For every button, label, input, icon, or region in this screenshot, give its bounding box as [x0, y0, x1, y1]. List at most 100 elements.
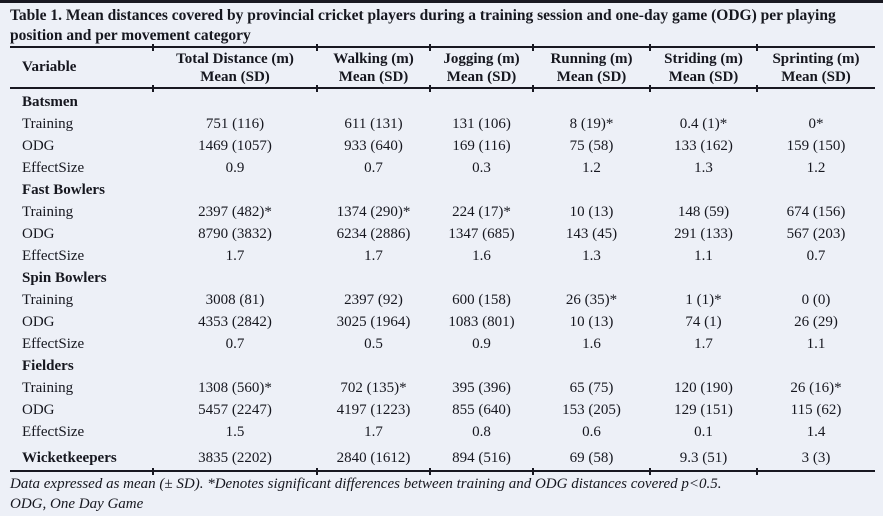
cell: 26 (35)* [565, 292, 618, 308]
column-tick [649, 467, 651, 475]
row-label: EffectSize [22, 248, 85, 264]
cell: 0.9 [225, 160, 245, 176]
col-header-sub: Mean (SD) [200, 68, 270, 85]
column-tick [649, 84, 651, 92]
cell: 10 (13) [569, 204, 614, 220]
cell: 1083 (801) [448, 314, 515, 330]
row-label: ODG [22, 138, 55, 154]
cell: 1.2 [582, 160, 601, 176]
cell: 3008 (81) [205, 292, 265, 308]
col-header-sub: Mean (SD) [668, 68, 739, 85]
cell: 1.6 [472, 248, 491, 264]
column-tick [756, 43, 758, 51]
table-caption-line2: position and per movement category [10, 27, 251, 44]
cell: 0.9 [472, 336, 491, 352]
cell: 0.7 [364, 160, 383, 176]
cell: 0.7 [806, 248, 826, 264]
cell: 2397 (92) [344, 292, 403, 308]
footnote-line2: ODG, One Day Game [10, 496, 144, 512]
column-tick [429, 43, 431, 51]
table-row: Training 1308 (560)* 702 (135)* 395 (396… [10, 377, 875, 399]
col-header-label: Walking (m) [333, 50, 414, 67]
column-tick [152, 84, 154, 92]
column-tick [316, 84, 318, 92]
cell: 1.7 [364, 248, 383, 264]
cell: 1.7 [694, 336, 713, 352]
table-row: EffectSize 0.9 0.7 0.3 1.2 1.3 1.2 [10, 157, 875, 179]
cell: 1.4 [806, 424, 826, 440]
cell: 133 (162) [674, 138, 733, 154]
cell: 9.3 (51) [679, 450, 728, 466]
cell: 2840 (1612) [336, 450, 411, 466]
row-label: EffectSize [22, 424, 85, 440]
column-tick [756, 467, 758, 475]
col-header-sub: Mean (SD) [781, 68, 851, 85]
cell: 1.5 [225, 424, 245, 440]
table-row: Training 751 (116) 611 (131) 131 (106) 8… [10, 113, 875, 135]
cell: 1469 (1057) [198, 138, 272, 154]
col-header-label: Striding (m) [664, 50, 743, 67]
column-tick [152, 43, 154, 51]
table-row: Training 2397 (482)* 1374 (290)* 224 (17… [10, 201, 875, 223]
cell: 75 (58) [569, 138, 614, 154]
cell: 1.7 [364, 424, 383, 440]
cell: 1374 (290)* [336, 204, 411, 220]
column-tick [152, 467, 154, 475]
cell: 0* [808, 116, 824, 132]
row-label: ODG [22, 226, 55, 242]
col-header-label: Sprinting (m) [772, 50, 860, 67]
row-label: Training [22, 204, 74, 220]
cell: 1 (1)* [685, 292, 722, 308]
row-label: Wicketkeepers [22, 450, 117, 466]
table-row: EffectSize 1.7 1.7 1.6 1.3 1.1 0.7 [10, 245, 875, 267]
table-row: ODG 1469 (1057) 933 (640) 169 (116) 75 (… [10, 135, 875, 157]
cell: 1.2 [806, 160, 826, 176]
cell: 159 (150) [786, 138, 846, 154]
cell: 1.1 [806, 336, 826, 352]
cell: 3 (3) [801, 450, 831, 466]
cell: 26 (29) [794, 314, 838, 330]
row-label: ODG [22, 402, 55, 418]
col-header-label: Running (m) [550, 50, 633, 67]
column-tick [316, 43, 318, 51]
cell: 0.7 [225, 336, 245, 352]
cell: 1.3 [694, 160, 713, 176]
column-tick [429, 84, 431, 92]
col-header-label: Total Distance (m) [176, 50, 294, 67]
table-row: EffectSize 0.7 0.5 0.9 1.6 1.7 1.1 [10, 333, 875, 355]
cell: 1.3 [582, 248, 601, 264]
table-caption: Table 1. Mean distances covered by provi… [10, 6, 880, 46]
cell: 115 (62) [790, 402, 842, 418]
cell: 0.6 [582, 424, 601, 440]
cell: 567 (203) [786, 226, 846, 242]
table-bottom-rule [10, 467, 875, 475]
cell: 1308 (560)* [198, 380, 272, 396]
cell: 129 (151) [674, 402, 733, 418]
row-label: Training [22, 116, 74, 132]
header-top-rule [10, 43, 875, 51]
col-header-sprinting: Sprinting (m) Mean (SD) [757, 50, 875, 86]
cell: 120 (190) [674, 380, 733, 396]
col-header-jogging: Jogging (m) Mean (SD) [430, 50, 533, 86]
section-header-fast-bowlers: Fast Bowlers [22, 182, 105, 198]
cell: 69 (58) [569, 450, 614, 466]
cell: 74 (1) [685, 314, 722, 330]
col-header-label: Jogging (m) [443, 50, 520, 67]
cell: 224 (17)* [452, 204, 511, 220]
cell: 10 (13) [569, 314, 614, 330]
table-row-wicketkeepers: Wicketkeepers 3835 (2202) 2840 (1612) 89… [10, 447, 875, 469]
cell: 894 (516) [452, 450, 511, 466]
table-footnotes: Data expressed as mean (± SD). *Denotes … [10, 474, 875, 514]
col-header-sub: Mean (SD) [446, 68, 517, 85]
col-header-striding: Striding (m) Mean (SD) [650, 50, 757, 86]
col-header-walking: Walking (m) Mean (SD) [317, 50, 430, 86]
cell: 1.6 [582, 336, 601, 352]
cell: 0.8 [472, 424, 491, 440]
cell: 148 (59) [677, 204, 730, 220]
cell: 0.3 [472, 160, 491, 176]
cell: 8790 (3832) [198, 226, 272, 242]
table-body: Batsmen Training 751 (116) 611 (131) 131… [10, 91, 875, 469]
cell: 143 (45) [565, 226, 618, 242]
row-label: EffectSize [22, 336, 85, 352]
cell: 1.7 [225, 248, 245, 264]
